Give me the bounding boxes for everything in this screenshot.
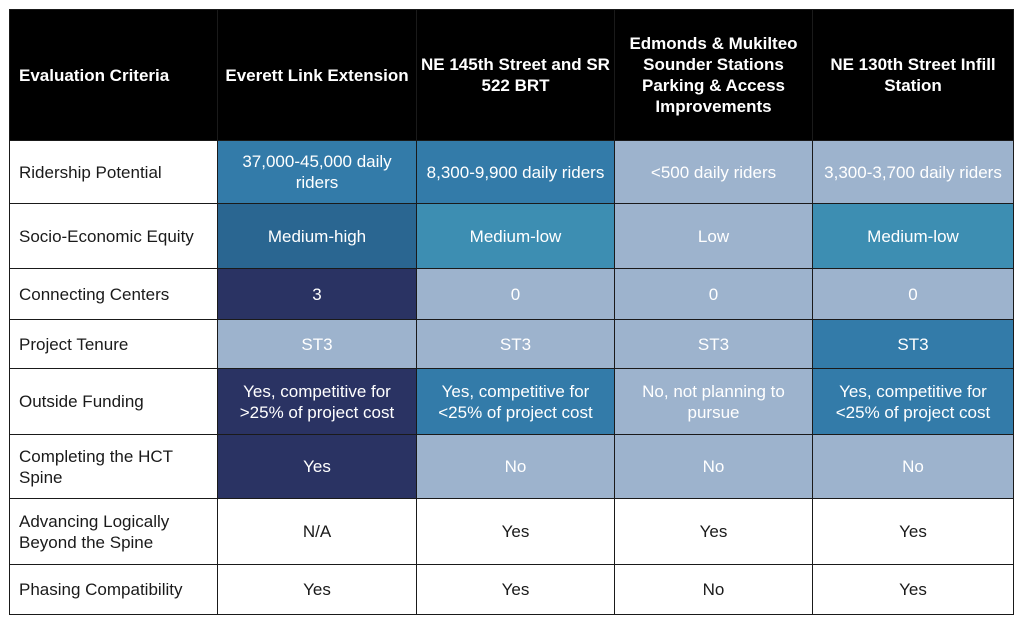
rating-cell: No	[416, 434, 615, 499]
rating-cell: No	[614, 434, 813, 499]
rating-text: N/A	[302, 522, 332, 541]
row-label: Connecting Centers	[9, 268, 218, 320]
rating-cell: 0	[812, 268, 1014, 320]
rating-text: Yes	[303, 457, 331, 476]
rating-text: Yes	[699, 522, 728, 541]
header-option-everett: Everett Link Extension	[217, 9, 417, 141]
rating-text: No	[702, 580, 725, 599]
rating-cell: Yes	[217, 564, 417, 615]
rating-cell: Yes, competitive for <25% of project cos…	[416, 368, 615, 435]
rating-text: Low	[697, 226, 730, 246]
rating-text: No	[902, 457, 924, 476]
row-label: Outside Funding	[9, 368, 218, 435]
rating-text: ST3	[897, 334, 929, 354]
rating-text: No	[702, 457, 725, 476]
rating-text: ST3	[301, 334, 333, 354]
table-row-phasing-compatibility: Phasing Compatibility Yes Yes No Yes	[9, 564, 1014, 615]
rating-text: Medium-low	[469, 226, 562, 246]
rating-cell: Yes, competitive for <25% of project cos…	[812, 368, 1014, 435]
rating-text: Yes, competitive for <25% of project cos…	[835, 381, 991, 422]
rating-text: ST3	[697, 334, 730, 354]
rating-text: Yes	[501, 580, 530, 599]
rating-cell: 0	[416, 268, 615, 320]
rating-cell: N/A	[217, 498, 417, 565]
rating-text: 0	[510, 284, 521, 304]
rating-text: 8,300-9,900 daily riders	[426, 162, 605, 182]
rating-cell: 3,300-3,700 daily riders	[812, 140, 1014, 204]
rating-text: Yes	[899, 580, 927, 599]
table-row-socio-economic-equity: Socio-Economic Equity Medium-high Medium-l…	[9, 203, 1014, 269]
rating-cell: Yes	[416, 498, 615, 565]
rating-text: Medium-high	[267, 226, 367, 246]
rating-cell: ST3	[812, 319, 1014, 369]
rating-cell: ST3	[217, 319, 417, 369]
rating-cell: Yes	[812, 564, 1014, 615]
table-row-completing-hct-spine: Completing the HCT Spine Yes No No No	[9, 434, 1014, 499]
header-option-sounder: Edmonds & Mukilteo Sounder Stations Park…	[614, 9, 813, 141]
table-body: Ridership Potential 37,000-45,000 daily r…	[9, 140, 1014, 615]
header-row: Evaluation Criteria Everett Link Extensi…	[9, 9, 1014, 141]
row-label: Phasing Compatibility	[9, 564, 218, 615]
rating-cell: ST3	[416, 319, 615, 369]
row-label: Completing the HCT Spine	[9, 434, 218, 499]
rating-cell: 37,000-45,000 daily riders	[217, 140, 417, 204]
rating-text: 0	[708, 284, 719, 304]
rating-text: No	[504, 457, 527, 476]
rating-text: 3,300-3,700 daily riders	[824, 162, 1002, 182]
rating-cell: No, not planning to pursue	[614, 368, 813, 435]
header-option-145th: NE 145th Street and SR 522 BRT	[416, 9, 615, 141]
row-label: Project Tenure	[9, 319, 218, 369]
rating-cell: No	[614, 564, 813, 615]
rating-cell: <500 daily riders	[614, 140, 813, 204]
rating-text: Yes	[899, 522, 927, 541]
row-label: Socio-Economic Equity	[9, 203, 218, 269]
rating-text: Yes	[303, 580, 331, 599]
rating-cell: 8,300-9,900 daily riders	[416, 140, 615, 204]
evaluation-table: Evaluation Criteria Everett Link Extensi…	[9, 9, 1014, 615]
rating-text: Yes, competitive for <25% of project cos…	[438, 381, 593, 422]
rating-text: No, not planning to pursue	[642, 381, 785, 422]
rating-cell: Medium-low	[416, 203, 615, 269]
rating-cell: Yes	[416, 564, 615, 615]
rating-cell: Yes	[614, 498, 813, 565]
rating-cell: 3	[217, 268, 417, 320]
rating-cell: Yes	[812, 498, 1014, 565]
row-label: Advancing Logically Beyond the Spine	[9, 498, 218, 565]
rating-text: 0	[908, 284, 918, 304]
rating-text: Yes	[501, 522, 530, 541]
header-option-130th: NE 130th Street Infill Station	[812, 9, 1014, 141]
rating-text: ST3	[499, 334, 532, 354]
rating-cell: Yes, competitive for >25% of project cos…	[217, 368, 417, 435]
rating-text: 3	[312, 284, 322, 304]
table-row-connecting-centers: Connecting Centers 3 0 0 0	[9, 268, 1014, 320]
rating-cell: Medium-high	[217, 203, 417, 269]
rating-cell: Low	[614, 203, 813, 269]
row-label: Ridership Potential	[9, 140, 218, 204]
rating-cell: 0	[614, 268, 813, 320]
table-row-advancing-beyond-spine: Advancing Logically Beyond the Spine N/A Y…	[9, 498, 1014, 565]
evaluation-table-container: Evaluation Criteria Everett Link Extensi…	[9, 9, 1014, 615]
rating-cell: Medium-low	[812, 203, 1014, 269]
table-row-project-tenure: Project Tenure ST3 ST3 ST3 ST3	[9, 319, 1014, 369]
rating-cell: Yes	[217, 434, 417, 499]
header-criteria: Evaluation Criteria	[9, 9, 218, 141]
rating-cell: ST3	[614, 319, 813, 369]
rating-text: Yes, competitive for >25% of project cos…	[239, 381, 395, 422]
rating-text: 37,000-45,000 daily riders	[242, 152, 392, 192]
rating-text: Medium-low	[867, 226, 959, 246]
table-row-outside-funding: Outside Funding Yes, competitive for >25%…	[9, 368, 1014, 435]
rating-text: <500 daily riders	[650, 162, 777, 182]
rating-cell: No	[812, 434, 1014, 499]
table-row-ridership-potential: Ridership Potential 37,000-45,000 daily r…	[9, 140, 1014, 204]
